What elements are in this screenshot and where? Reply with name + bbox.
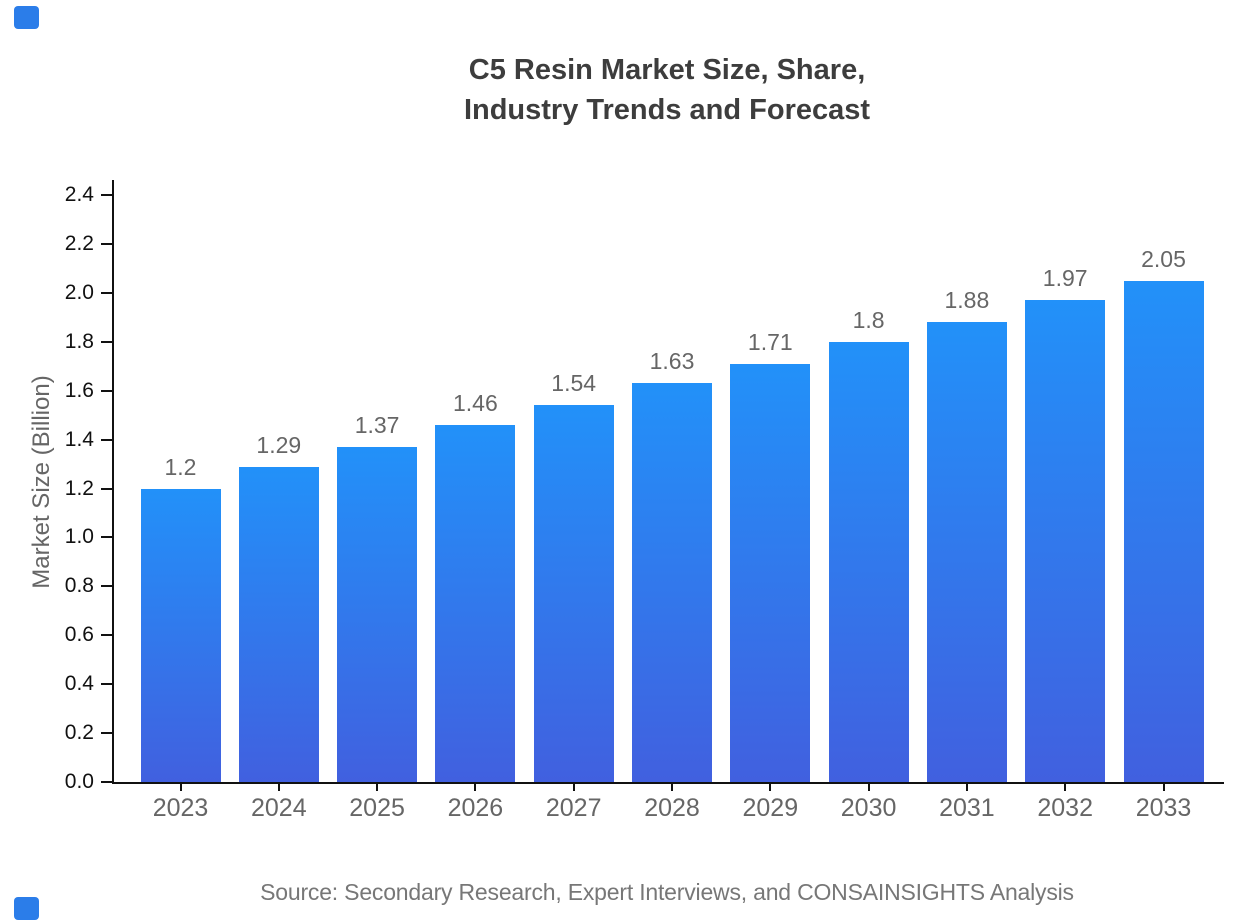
bar-value-label: 1.2 <box>164 453 197 480</box>
x-tick-label: 2031 <box>939 794 995 822</box>
bar-2031 <box>926 322 1007 782</box>
bar-value-label: 1.97 <box>1042 265 1088 292</box>
chart-title-line1: C5 Resin Market Size, Share, <box>468 54 866 86</box>
bar-value-label: 1.37 <box>354 411 400 438</box>
y-tick-label: 1.2 <box>64 476 94 500</box>
bar-value-label: 1.29 <box>256 431 302 458</box>
y-tick-label: 1.4 <box>64 427 94 451</box>
x-tick-label: 2032 <box>1037 794 1093 822</box>
bar-2025 <box>337 446 418 782</box>
brand-mark-top <box>14 6 39 29</box>
x-tick-mark <box>1162 782 1165 791</box>
y-tick-mark <box>101 634 112 637</box>
bar-2026 <box>435 424 516 782</box>
x-tick-label: 2027 <box>545 794 602 822</box>
x-tick-mark <box>179 782 182 791</box>
y-tick-mark <box>101 438 112 441</box>
y-tick-label: 2.4 <box>64 183 94 206</box>
y-tick-label: 1.0 <box>64 525 94 549</box>
x-tick-mark <box>572 782 575 791</box>
bar-2028 <box>632 383 712 782</box>
x-tick-label: 2023 <box>152 794 209 822</box>
x-tick-label: 2026 <box>447 794 504 822</box>
y-tick-mark <box>101 781 112 783</box>
bar-value-label: 2.05 <box>1141 245 1186 272</box>
bar-2032 <box>1025 300 1106 782</box>
y-tick-label: 0.8 <box>64 574 94 598</box>
x-tick-mark <box>965 782 968 791</box>
y-tick-mark <box>101 291 112 294</box>
x-tick-label: 2028 <box>644 794 700 822</box>
x-tick-mark <box>867 782 870 791</box>
bar-2027 <box>533 405 614 782</box>
y-tick-label: 0.2 <box>64 721 94 745</box>
x-tick-mark <box>376 782 379 791</box>
y-tick-label: 0.0 <box>64 770 94 793</box>
y-tick-mark <box>101 732 112 735</box>
y-tick-label: 0.4 <box>64 672 94 696</box>
plot-area: 0.0 0.2 0.4 0.6 0.8 1.0 1.2 1.4 1.6 1.8 2.0 2.2 2.4 1… <box>65 180 1224 822</box>
x-tick-label: 2030 <box>840 794 897 822</box>
x-tick-mark <box>474 782 477 791</box>
chart-title-line2: Industry Trends and Forecast <box>463 94 871 126</box>
y-tick-mark <box>101 242 112 245</box>
brand-mark-bottom <box>14 897 39 920</box>
bar-2029 <box>730 363 811 782</box>
x-tick-label: 2033 <box>1135 794 1192 822</box>
y-tick-mark <box>101 194 112 196</box>
y-tick-label: 1.6 <box>64 378 94 402</box>
x-tick-label: 2029 <box>742 794 799 822</box>
bar-value-label: 1.8 <box>852 306 885 333</box>
source-credit: Source: Secondary Research, Expert Inter… <box>260 879 1074 905</box>
bar-2030 <box>828 341 909 782</box>
x-tick-mark <box>1064 782 1067 791</box>
bar-value-label: 1.71 <box>747 328 793 355</box>
bar-2023 <box>140 488 221 782</box>
y-tick-mark <box>101 536 112 539</box>
y-tick-mark <box>101 487 112 490</box>
bar-value-label: 1.63 <box>649 348 695 375</box>
y-tick-mark <box>101 683 112 686</box>
x-tick-mark <box>671 782 673 791</box>
y-tick-mark <box>101 340 112 343</box>
y-tick-label: 2.0 <box>64 280 94 304</box>
y-tick-mark <box>101 585 112 588</box>
y-tick-label: 0.6 <box>64 623 94 647</box>
bar-2033 <box>1123 280 1204 782</box>
x-tick-label: 2025 <box>349 794 405 822</box>
bar-value-label: 1.46 <box>453 389 498 416</box>
bar-2024 <box>238 466 319 782</box>
x-tick-label: 2024 <box>250 794 307 822</box>
chart-title: C5 Resin Market Size, Share, Industry Tr… <box>112 50 1222 130</box>
y-tick-mark <box>101 389 112 392</box>
y-tick-label: 2.2 <box>64 231 94 255</box>
y-tick-label: 1.8 <box>64 329 94 353</box>
x-tick-mark <box>277 782 280 791</box>
bar-value-label: 1.54 <box>551 370 597 397</box>
x-tick-mark <box>769 782 772 791</box>
bar-value-label: 1.88 <box>944 287 990 314</box>
